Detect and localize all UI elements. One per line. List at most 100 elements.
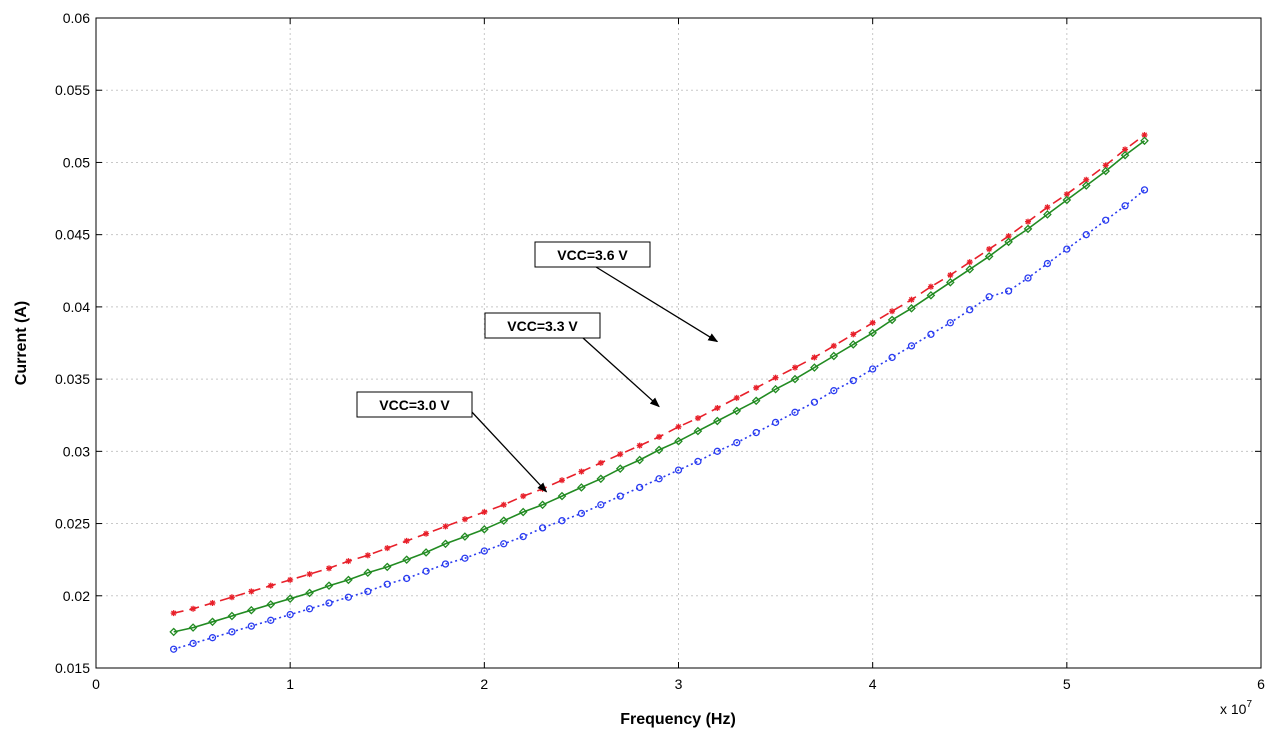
x-tick-label: 3 xyxy=(675,676,683,692)
x-axis-title: Frequency (Hz) xyxy=(620,711,736,728)
data-point xyxy=(520,493,527,500)
data-point xyxy=(208,634,217,642)
data-point xyxy=(1043,210,1052,219)
x-tick-label: 2 xyxy=(480,676,488,692)
data-point xyxy=(423,530,430,537)
series-line xyxy=(173,140,1145,633)
data-point xyxy=(383,580,391,588)
data-point xyxy=(947,272,954,279)
data-point xyxy=(441,539,450,549)
y-axis-title: Current (A) xyxy=(13,301,30,385)
annotation-0: VCC=3.6 V xyxy=(534,241,719,343)
data-point xyxy=(810,363,819,372)
data-point xyxy=(1102,162,1109,169)
data-point xyxy=(345,558,352,565)
data-point xyxy=(713,416,722,426)
annotation-arrow xyxy=(595,266,719,343)
y-tick-label: 0.03 xyxy=(63,443,90,459)
data-point xyxy=(500,540,508,548)
data-point xyxy=(849,376,857,385)
data-point xyxy=(305,588,314,598)
data-point xyxy=(771,418,780,427)
data-point xyxy=(480,525,489,534)
annotation-arrow xyxy=(582,337,660,408)
data-point xyxy=(1004,287,1013,295)
data-point xyxy=(927,283,934,290)
data-point xyxy=(986,246,993,253)
data-point xyxy=(966,259,973,266)
data-point xyxy=(481,509,488,515)
x-tick-label: 4 xyxy=(869,676,877,692)
data-point xyxy=(888,353,896,362)
data-point xyxy=(751,396,761,406)
data-point xyxy=(830,342,837,349)
data-point xyxy=(441,560,450,568)
data-point xyxy=(850,331,857,338)
data-point xyxy=(1082,231,1090,239)
data-point xyxy=(402,555,411,564)
data-point xyxy=(461,554,469,562)
series-line xyxy=(173,189,1146,650)
data-point xyxy=(1102,216,1110,224)
y-tick-label: 0.05 xyxy=(63,154,90,170)
data-point xyxy=(344,593,353,601)
data-point xyxy=(829,351,839,361)
data-point xyxy=(733,439,741,447)
annotation-label: VCC=3.0 V xyxy=(379,397,450,413)
data-point xyxy=(188,623,198,632)
data-point xyxy=(636,483,644,492)
data-point xyxy=(908,296,915,303)
y-tick-label: 0.02 xyxy=(63,588,90,604)
data-point xyxy=(1101,166,1110,176)
annotation-2: VCC=3.0 V xyxy=(356,391,548,493)
data-point xyxy=(656,433,663,440)
series-2 xyxy=(170,186,1149,653)
y-tick-label: 0.025 xyxy=(55,516,90,532)
data-point xyxy=(636,442,643,449)
annotation-box xyxy=(484,312,601,339)
x-multiplier-exponent: 7 xyxy=(1246,699,1252,710)
data-point xyxy=(635,455,644,465)
data-point xyxy=(227,611,237,621)
data-point xyxy=(1121,202,1129,210)
data-point xyxy=(1024,274,1032,282)
data-point xyxy=(228,628,236,636)
data-point xyxy=(985,293,993,301)
data-point xyxy=(1043,259,1052,268)
data-point xyxy=(461,516,468,523)
data-point xyxy=(694,457,702,466)
y-tick-label: 0.045 xyxy=(55,227,90,243)
data-point xyxy=(869,319,876,326)
data-point xyxy=(732,406,742,416)
data-point xyxy=(615,464,625,473)
data-point xyxy=(326,565,332,572)
data-point xyxy=(518,507,528,517)
data-point xyxy=(480,547,488,555)
annotation-1: VCC=3.3 V xyxy=(484,312,660,408)
data-point xyxy=(714,405,721,411)
data-point xyxy=(984,252,994,261)
data-point xyxy=(266,600,276,609)
data-point xyxy=(442,523,449,530)
data-point xyxy=(1120,150,1130,160)
data-point xyxy=(792,364,798,371)
x-multiplier-label: x 107 xyxy=(1220,699,1252,717)
data-point xyxy=(946,278,955,287)
data-point xyxy=(887,315,897,325)
data-point xyxy=(869,365,877,373)
series-1 xyxy=(169,136,1149,637)
data-point xyxy=(384,545,391,552)
data-point xyxy=(1081,181,1091,190)
data-point xyxy=(1141,132,1148,138)
data-point xyxy=(364,552,371,559)
data-point xyxy=(422,567,430,575)
data-point xyxy=(170,610,177,617)
data-point xyxy=(791,408,799,416)
data-point xyxy=(324,581,334,590)
data-point xyxy=(966,306,974,314)
data-point xyxy=(674,436,683,446)
data-point xyxy=(772,374,779,381)
x-tick-label: 0 xyxy=(92,676,100,692)
data-point xyxy=(907,342,916,350)
data-point xyxy=(306,571,313,578)
